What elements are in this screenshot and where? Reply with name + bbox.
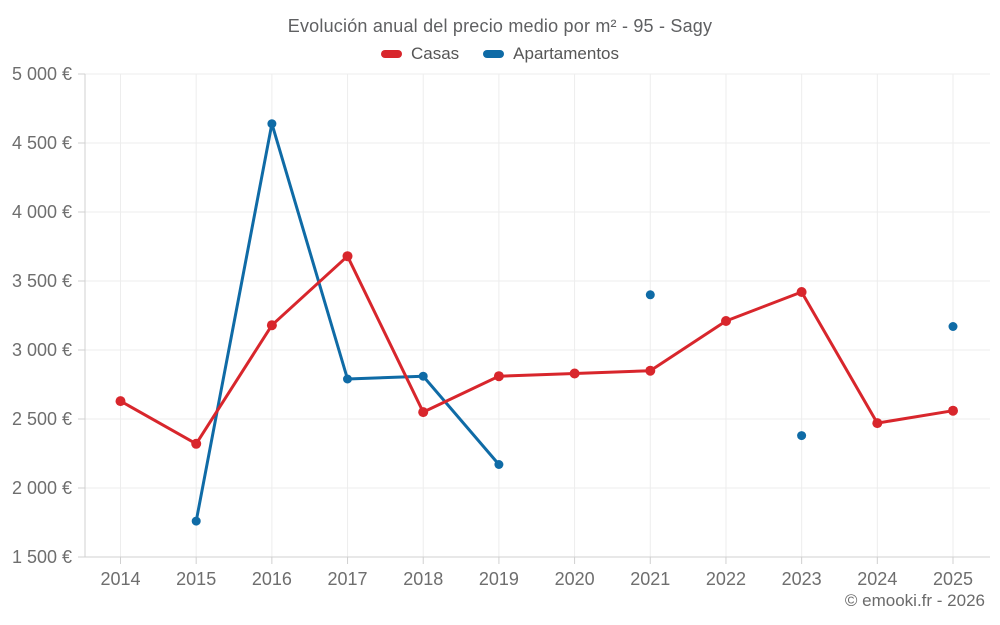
data-point-casas-2022[interactable] (721, 316, 731, 326)
x-tick-label-2023: 2023 (782, 569, 822, 589)
data-point-casas-2015[interactable] (191, 438, 202, 449)
x-tick-label-2016: 2016 (252, 569, 292, 589)
x-tick-label-2020: 2020 (555, 569, 595, 589)
y-tick-label-3500: 3 500 € (12, 271, 72, 291)
legend-label-casas: Casas (410, 44, 460, 63)
legend-label-apartamentos: Apartamentos (513, 44, 620, 63)
data-point-casas-2023[interactable] (796, 287, 807, 297)
data-point-casas-2020[interactable] (569, 368, 580, 379)
data-point-casas-2025[interactable] (948, 405, 958, 416)
legend-item-apartamentos[interactable]: Apartamentos (483, 44, 619, 64)
x-tick-label-2025: 2025 (933, 569, 973, 589)
x-tick-label-2015: 2015 (176, 569, 216, 589)
data-point-apartamentos-2019[interactable] (494, 460, 504, 469)
x-tick-label-2024: 2024 (857, 569, 897, 589)
y-tick-label-2500: 2 500 € (12, 409, 72, 429)
x-tick-label-2019: 2019 (479, 569, 519, 589)
chart-title: Evolución anual del precio medio por m² … (287, 16, 713, 36)
data-point-casas-2014[interactable] (115, 396, 126, 407)
data-point-casas-2017[interactable] (342, 251, 353, 262)
data-point-apartamentos-2025[interactable] (948, 322, 958, 331)
y-tick-label-2000: 2 000 € (12, 478, 72, 498)
x-tick-label-2017: 2017 (328, 569, 368, 589)
y-tick-label-3000: 3 000 € (12, 340, 72, 360)
data-point-casas-2019[interactable] (493, 371, 504, 382)
data-point-casas-2018[interactable] (418, 407, 429, 418)
data-point-casas-2024[interactable] (872, 418, 883, 429)
x-tick-label-2014: 2014 (100, 569, 140, 589)
data-point-apartamentos-2018[interactable] (418, 371, 428, 381)
y-tick-label-1500: 1 500 € (12, 547, 72, 567)
legend: Casas Apartamentos (0, 44, 1000, 64)
x-tick-label-2022: 2022 (706, 569, 746, 589)
x-tick-label-2018: 2018 (403, 569, 443, 589)
x-tick-label-2021: 2021 (630, 569, 670, 589)
legend-item-casas[interactable]: Casas (380, 44, 460, 64)
data-point-apartamentos-2015[interactable] (191, 516, 201, 526)
series-line-casas-0 (119, 254, 955, 446)
y-tick-label-5000: 5 000 € (12, 64, 72, 84)
data-point-casas-2021[interactable] (645, 365, 656, 376)
y-tick-label-4500: 4 500 € (12, 133, 72, 153)
data-point-apartamentos-2021[interactable] (645, 290, 655, 300)
data-point-apartamentos-2017[interactable] (343, 374, 352, 384)
legend-swatch-apartamentos-icon (483, 50, 505, 58)
legend-swatch-casas-icon (380, 50, 402, 58)
copyright-watermark: © emooki.fr - 2026 (844, 591, 985, 610)
y-tick-label-4000: 4 000 € (12, 202, 72, 222)
data-point-casas-2016[interactable] (266, 320, 277, 331)
data-point-apartamentos-2023[interactable] (797, 431, 807, 441)
data-point-apartamentos-2016[interactable] (267, 119, 277, 129)
